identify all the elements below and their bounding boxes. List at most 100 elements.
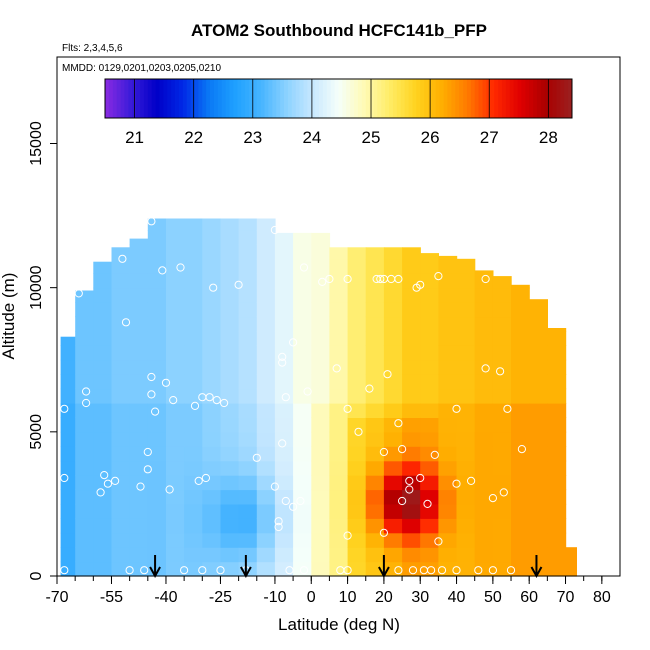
field-cell [311, 446, 331, 462]
field-cell [111, 345, 131, 361]
field-cell [383, 547, 403, 563]
field-cell [529, 330, 548, 346]
field-cell [93, 417, 113, 433]
field-cell [492, 330, 512, 346]
field-cell [474, 431, 494, 447]
field-cell [293, 374, 312, 390]
field-cell [184, 475, 203, 491]
field-cell [529, 359, 548, 375]
colorbar-tick-label: 25 [362, 128, 381, 147]
x-axis-label: Latitude (deg N) [278, 615, 400, 634]
colorbar-swatch [276, 79, 281, 118]
sample-point [481, 274, 490, 284]
field-cell [365, 345, 385, 361]
sample-point [398, 496, 407, 506]
sample-point [82, 387, 91, 396]
field-cell [529, 417, 548, 433]
colorbar-swatch [505, 79, 511, 118]
sample-point [278, 439, 287, 448]
colorbar-swatch [552, 79, 557, 118]
sample-point [100, 471, 109, 480]
field-cell [220, 218, 240, 231]
field-cell [474, 547, 494, 563]
field-cell [365, 287, 385, 303]
x-tick-label: -10 [263, 589, 286, 606]
field-cell [492, 532, 512, 548]
colorbar-swatch [435, 79, 441, 118]
colorbar-swatch [416, 79, 421, 118]
field-cell [329, 330, 349, 346]
colorbar-swatch [171, 79, 176, 118]
field-cell [75, 561, 94, 577]
field-cell [347, 547, 367, 563]
field-cell [147, 218, 167, 231]
field-cell [129, 316, 149, 332]
colorbar-swatch [490, 79, 495, 118]
field-cell [111, 316, 131, 332]
field-cell [402, 431, 421, 447]
field-cell [329, 475, 349, 491]
field-cell [129, 258, 149, 274]
field-cell [75, 431, 94, 447]
field-cell [238, 244, 258, 260]
colorbar-swatch [420, 79, 425, 118]
field-cell [365, 460, 385, 476]
field-cell [238, 316, 258, 332]
field-cell [256, 273, 276, 289]
sample-point [289, 338, 298, 347]
field-cell [111, 359, 131, 375]
field-cell [383, 374, 403, 390]
field-cell [347, 518, 367, 534]
colorbar-swatch [498, 79, 503, 118]
field-cell [111, 547, 131, 563]
field-cell [347, 388, 367, 404]
colorbar-swatch [264, 79, 269, 118]
colorbar-swatch [536, 79, 542, 118]
field-cell [238, 258, 258, 274]
field-cell [347, 302, 367, 318]
field-cell [93, 330, 113, 346]
field-cell [365, 518, 385, 534]
field-cell [220, 287, 240, 303]
field-cell [529, 403, 548, 418]
field-cell [129, 489, 149, 505]
colorbar-swatch [564, 79, 569, 118]
sample-point [474, 566, 483, 575]
field-cell [293, 503, 312, 519]
colorbar-swatch [350, 79, 355, 118]
field-cell [111, 273, 131, 289]
field-cell [293, 518, 312, 534]
sample-point [118, 254, 127, 263]
colorbar-swatch [482, 79, 487, 118]
field-cell [220, 489, 240, 505]
field-cell [492, 561, 512, 577]
field-cell [129, 244, 149, 260]
field-cell [474, 345, 494, 361]
field-cell [383, 388, 403, 404]
field-cell [274, 417, 294, 433]
field-cell [60, 518, 80, 534]
field-cell [547, 532, 567, 548]
field-cell [293, 561, 312, 577]
field-cell [75, 316, 94, 332]
sample-point [325, 274, 334, 284]
field-cell [256, 518, 276, 534]
field-cell [93, 302, 113, 318]
field-cell [166, 374, 185, 390]
sample-point [405, 476, 414, 485]
field-cell [220, 374, 240, 390]
field-cell [329, 273, 349, 289]
field-cell [274, 330, 294, 346]
field-cell [329, 302, 349, 318]
field-cell [75, 518, 94, 534]
field-cell [474, 561, 494, 577]
field-cell [438, 431, 458, 447]
sample-point [274, 517, 283, 526]
field-cell [93, 547, 113, 563]
field-cell [202, 532, 222, 548]
field-cell [129, 503, 149, 519]
field-cell [547, 403, 567, 418]
field-cell [93, 403, 113, 418]
field-cell [166, 287, 185, 303]
